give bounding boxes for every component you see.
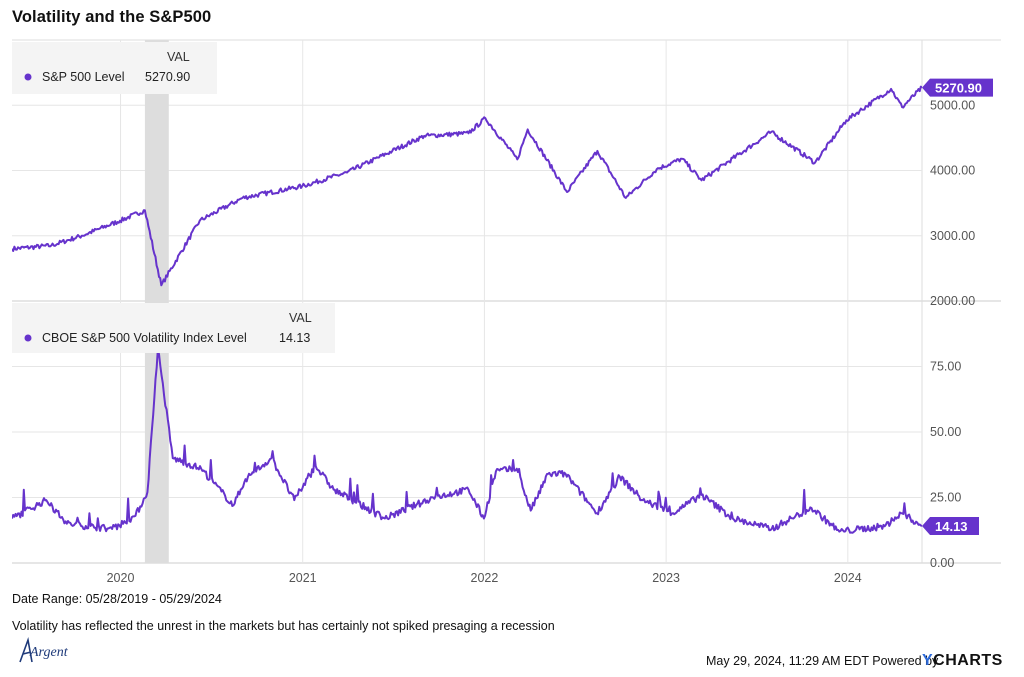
y-tick-label: 0.00 bbox=[930, 556, 954, 570]
argent-logo: Argent bbox=[19, 636, 69, 663]
y-tick-label: 25.00 bbox=[930, 491, 961, 505]
logo-text: Argent bbox=[29, 645, 69, 660]
y-axis-bottom: 0.00 25.00 50.00 75.00 bbox=[930, 360, 961, 571]
vix-flag-label: 14.13 bbox=[935, 519, 968, 534]
ycharts-logo[interactable]: YCHARTS bbox=[922, 652, 1003, 669]
y-tick-label: 3000.00 bbox=[930, 229, 975, 243]
sp500-value-flag: 5270.90 bbox=[922, 78, 993, 97]
x-tick-label: 2023 bbox=[652, 571, 680, 585]
legend-val-header: VAL bbox=[289, 311, 312, 325]
legend-series-name: CBOE S&P 500 Volatility Index Level bbox=[42, 331, 247, 345]
legend-marker-icon bbox=[24, 334, 32, 342]
x-tick-label: 2020 bbox=[107, 571, 135, 585]
x-axis: 2020 2021 2022 2023 2024 bbox=[107, 571, 862, 585]
date-range: Date Range: 05/28/2019 - 05/29/2024 bbox=[12, 592, 222, 606]
y-axis-top: 2000.00 3000.00 4000.00 5000.00 bbox=[930, 98, 975, 308]
y-tick-label: 75.00 bbox=[930, 360, 961, 374]
x-tick-label: 2022 bbox=[471, 571, 499, 585]
legend-series-value: 14.13 bbox=[279, 331, 310, 345]
legend-series-name: S&P 500 Level bbox=[42, 70, 124, 84]
sp500-flag-label: 5270.90 bbox=[935, 81, 982, 96]
sp500-line bbox=[12, 85, 922, 287]
legend-top: VAL S&P 500 Level 5270.90 bbox=[12, 42, 217, 94]
legend-series-value: 5270.90 bbox=[145, 70, 190, 84]
chart-note: Volatility has reflected the unrest in t… bbox=[12, 619, 555, 633]
x-tick-label: 2024 bbox=[834, 571, 862, 585]
legend-marker-icon bbox=[24, 73, 32, 81]
y-tick-label: 5000.00 bbox=[930, 98, 975, 112]
vix-value-flag: 14.13 bbox=[922, 516, 979, 535]
y-tick-label: 4000.00 bbox=[930, 164, 975, 178]
vix-line bbox=[12, 347, 922, 534]
legend-bottom: VAL CBOE S&P 500 Volatility Index Level … bbox=[12, 303, 335, 353]
y-tick-label: 50.00 bbox=[930, 425, 961, 439]
legend-val-header: VAL bbox=[167, 50, 190, 64]
timestamp: May 29, 2024, 11:29 AM EDT Powered by bbox=[706, 654, 939, 668]
x-tick-label: 2021 bbox=[289, 571, 317, 585]
y-tick-label: 2000.00 bbox=[930, 294, 975, 308]
chart-title: Volatility and the S&P500 bbox=[12, 8, 212, 26]
